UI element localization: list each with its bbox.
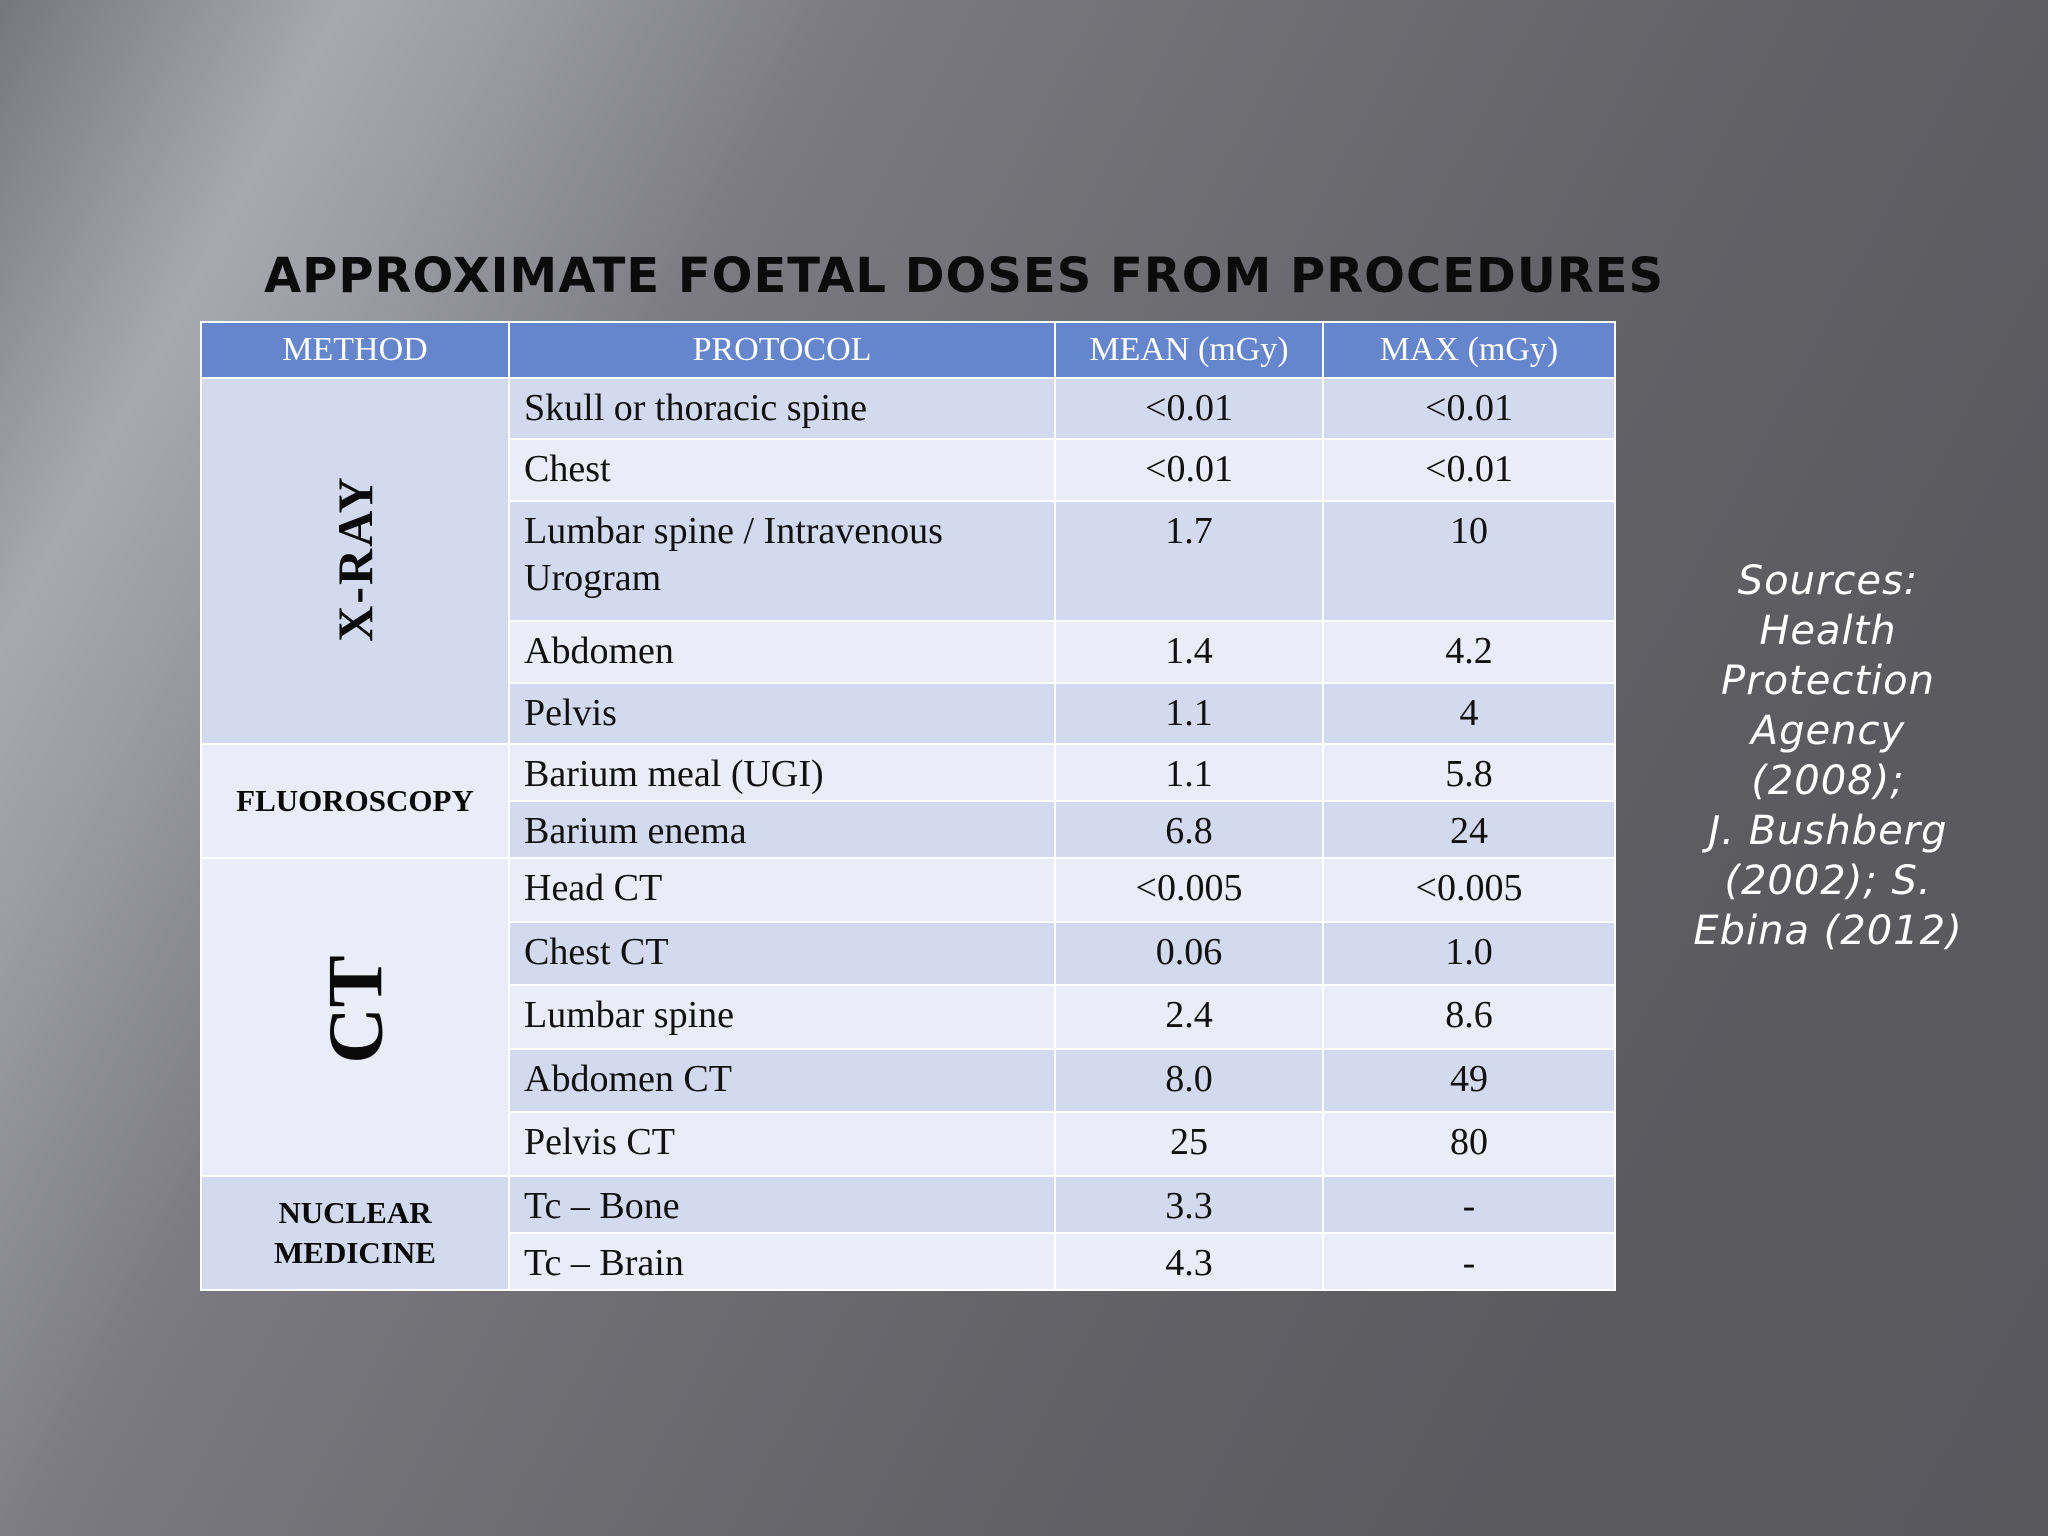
mean-cell: 1.1 [1054, 681, 1324, 746]
protocol-cell: Abdomen [508, 620, 1056, 684]
protocol-cell: Tc – Bone [508, 1175, 1056, 1234]
header-protocol: PROTOCOL [508, 321, 1056, 379]
table-row: Tc – Brain 4.3 - [201, 1232, 1616, 1291]
method-cell-fluoroscopy: FLUOROSCOPY [200, 743, 510, 859]
table-row: Abdomen 1.4 4.2 [201, 620, 1616, 684]
mean-cell: 4.3 [1054, 1232, 1324, 1291]
table-row: Abdomen CT 8.0 49 [201, 1047, 1616, 1114]
max-cell: - [1322, 1175, 1616, 1234]
table-row: Pelvis 1.1 4 [201, 681, 1616, 746]
table-row: Lumbar spine / Intravenous Urogram 1.7 1… [201, 499, 1616, 623]
mean-cell: 25 [1054, 1111, 1324, 1177]
method-label-xray: X-RAY [326, 475, 383, 642]
protocol-cell: Chest CT [508, 920, 1056, 987]
max-cell: 49 [1322, 1047, 1616, 1114]
slide-title: APPROXIMATE FOETAL DOSES FROM PROCEDURES [264, 248, 1665, 304]
method-cell-xray: X-RAY [200, 377, 510, 745]
sources-note: Sources: Health Protection Agency (2008)… [1693, 558, 1963, 954]
header-mean: MEAN (mGy) [1054, 321, 1324, 379]
mean-cell: 1.7 [1054, 499, 1324, 623]
mean-cell: 0.06 [1054, 920, 1324, 987]
max-cell: 10 [1322, 499, 1616, 623]
protocol-cell: Pelvis CT [508, 1111, 1056, 1177]
method-cell-nuclear-medicine: NUCLEAR MEDICINE [200, 1175, 510, 1291]
mean-cell: <0.01 [1054, 376, 1324, 441]
max-cell: <0.005 [1322, 857, 1616, 923]
max-cell: <0.01 [1322, 376, 1616, 441]
max-cell: 80 [1322, 1111, 1616, 1177]
header-max: MAX (mGy) [1322, 321, 1616, 379]
table-row: FLUOROSCOPY Barium meal (UGI) 1.1 5.8 [200, 743, 1616, 859]
max-cell: <0.01 [1322, 438, 1616, 502]
table-row: Pelvis CT 25 80 [201, 1111, 1616, 1177]
protocol-cell: Chest [508, 438, 1056, 502]
table-row: Chest CT 0.06 1.0 [201, 920, 1616, 987]
max-cell: 5.8 [1322, 743, 1616, 802]
protocol-cell: Lumbar spine / Intravenous Urogram [508, 499, 1056, 623]
dose-table: METHOD PROTOCOL MEAN (mGy) MAX (mGy) X-R… [200, 321, 1616, 1291]
method-cell-ct: CT [200, 857, 510, 1177]
max-cell: 1.0 [1322, 920, 1616, 987]
mean-cell: 1.1 [1054, 743, 1324, 802]
mean-cell: 6.8 [1054, 800, 1324, 859]
max-cell: 8.6 [1322, 984, 1616, 1050]
mean-cell: <0.01 [1054, 438, 1324, 502]
protocol-cell: Abdomen CT [508, 1047, 1056, 1114]
method-label-nuclear-medicine: NUCLEAR MEDICINE [274, 1195, 436, 1270]
table-row: CT Head CT <0.005 <0.005 [200, 857, 1616, 1177]
mean-cell: 3.3 [1054, 1175, 1324, 1234]
mean-cell: <0.005 [1054, 857, 1324, 923]
header-method: METHOD [200, 321, 510, 379]
max-cell: - [1322, 1232, 1616, 1291]
protocol-cell: Pelvis [508, 681, 1056, 746]
table-row: X-RAY Skull or thoracic spine <0.01 <0.0… [200, 376, 1616, 745]
table-row: Lumbar spine 2.4 8.6 [201, 984, 1616, 1050]
max-cell: 4 [1322, 681, 1616, 746]
protocol-cell: Lumbar spine [508, 984, 1056, 1050]
mean-cell: 2.4 [1054, 984, 1324, 1050]
protocol-cell: Barium meal (UGI) [508, 743, 1056, 802]
table-row: Chest <0.01 <0.01 [201, 438, 1616, 502]
method-label-ct: CT [311, 955, 399, 1064]
table-header-row: METHOD PROTOCOL MEAN (mGy) MAX (mGy) [200, 321, 1616, 379]
table-row: NUCLEAR MEDICINE Tc – Bone 3.3 - [200, 1175, 1616, 1291]
mean-cell: 8.0 [1054, 1047, 1324, 1114]
method-label-fluoroscopy: FLUOROSCOPY [236, 783, 474, 818]
table-row: Barium enema 6.8 24 [201, 800, 1616, 859]
protocol-cell: Tc – Brain [508, 1232, 1056, 1291]
protocol-cell: Head CT [508, 857, 1056, 923]
protocol-cell: Barium enema [508, 800, 1056, 859]
mean-cell: 1.4 [1054, 620, 1324, 684]
protocol-cell: Skull or thoracic spine [508, 376, 1056, 441]
max-cell: 4.2 [1322, 620, 1616, 684]
max-cell: 24 [1322, 800, 1616, 859]
